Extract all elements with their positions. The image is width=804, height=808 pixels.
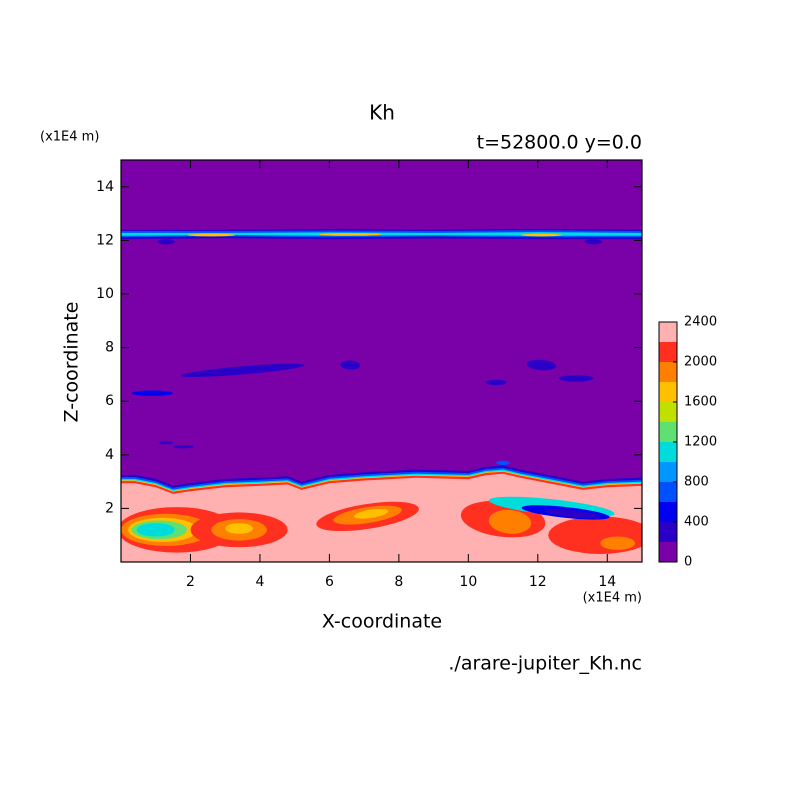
x-tick-label: 6 <box>325 574 334 590</box>
y-axis-label: Z-coordinate <box>61 302 83 423</box>
plot-frame <box>120 159 643 563</box>
contour-region <box>180 363 305 377</box>
contour-region <box>600 536 636 550</box>
contour-region <box>496 460 510 465</box>
colorbar-tick-label: 800 <box>684 475 709 490</box>
y-tick-label: 2 <box>105 500 114 516</box>
contour-region <box>159 441 174 445</box>
colorbar-tick-label: 400 <box>684 515 709 530</box>
field <box>121 160 642 562</box>
y-tick-label: 14 <box>96 179 114 195</box>
contour-region <box>544 509 601 519</box>
colorbar-segment <box>659 422 677 442</box>
x-tick-label: 14 <box>598 574 616 590</box>
contour-region <box>354 509 389 519</box>
x-unit: (x1E4 m) <box>583 591 642 606</box>
y-unit: (x1E4 m) <box>40 130 99 145</box>
contour-region <box>121 232 642 236</box>
y-tick-label: 12 <box>96 232 114 248</box>
colorbar-segment <box>659 342 677 362</box>
y-tick-label: 4 <box>105 447 114 463</box>
contour-region <box>548 516 642 554</box>
y-tick-label: 6 <box>105 393 114 409</box>
x-tick-label: 8 <box>394 574 403 590</box>
contour-region <box>340 360 360 370</box>
colorbar-tick-label: 1200 <box>684 435 717 450</box>
colorbar-segment <box>659 502 677 522</box>
colorbar-segment <box>659 462 677 482</box>
contour-region <box>173 445 194 449</box>
contour-region <box>157 239 175 245</box>
contour-region <box>558 375 594 382</box>
chart-title: Kh <box>369 101 395 125</box>
contour-region <box>131 390 174 396</box>
y-tick-label: 8 <box>105 340 114 356</box>
x-tick-label: 4 <box>255 574 264 590</box>
x-tick-label: 10 <box>459 574 477 590</box>
contour-region <box>520 233 563 237</box>
contour-region <box>121 160 642 562</box>
colorbar-tick-label: 2400 <box>684 315 717 330</box>
colorbar-segment <box>659 442 677 462</box>
x-tick-label: 12 <box>529 574 547 590</box>
colorbar-segment <box>659 382 677 402</box>
colorbar-segment <box>659 362 677 382</box>
x-axis-label: X-coordinate <box>322 611 442 633</box>
chart-subtitle: t=52800.0 y=0.0 <box>477 132 642 154</box>
x-tick-label: 2 <box>186 574 195 590</box>
colorbar-segment <box>659 322 677 342</box>
colorbar-tick-label: 1600 <box>684 395 717 410</box>
colorbar-segment <box>659 402 677 422</box>
colorbar-segment <box>659 482 677 502</box>
colorbar-tick-label: 0 <box>684 555 692 570</box>
contour-region <box>488 509 532 534</box>
contour-region <box>225 523 253 534</box>
colorbar-tick-label: 2000 <box>684 355 717 370</box>
contour-region <box>485 379 507 386</box>
contour-region <box>584 239 603 245</box>
colorbar-segment <box>659 542 677 562</box>
source-label: ./arare-jupiter_Kh.nc <box>448 653 642 675</box>
y-tick-label: 10 <box>96 286 114 302</box>
contour-region <box>187 233 236 237</box>
contour-region <box>526 359 556 371</box>
contour-region <box>136 523 175 537</box>
contour-region <box>319 233 382 236</box>
colorbar-segment <box>659 522 677 542</box>
